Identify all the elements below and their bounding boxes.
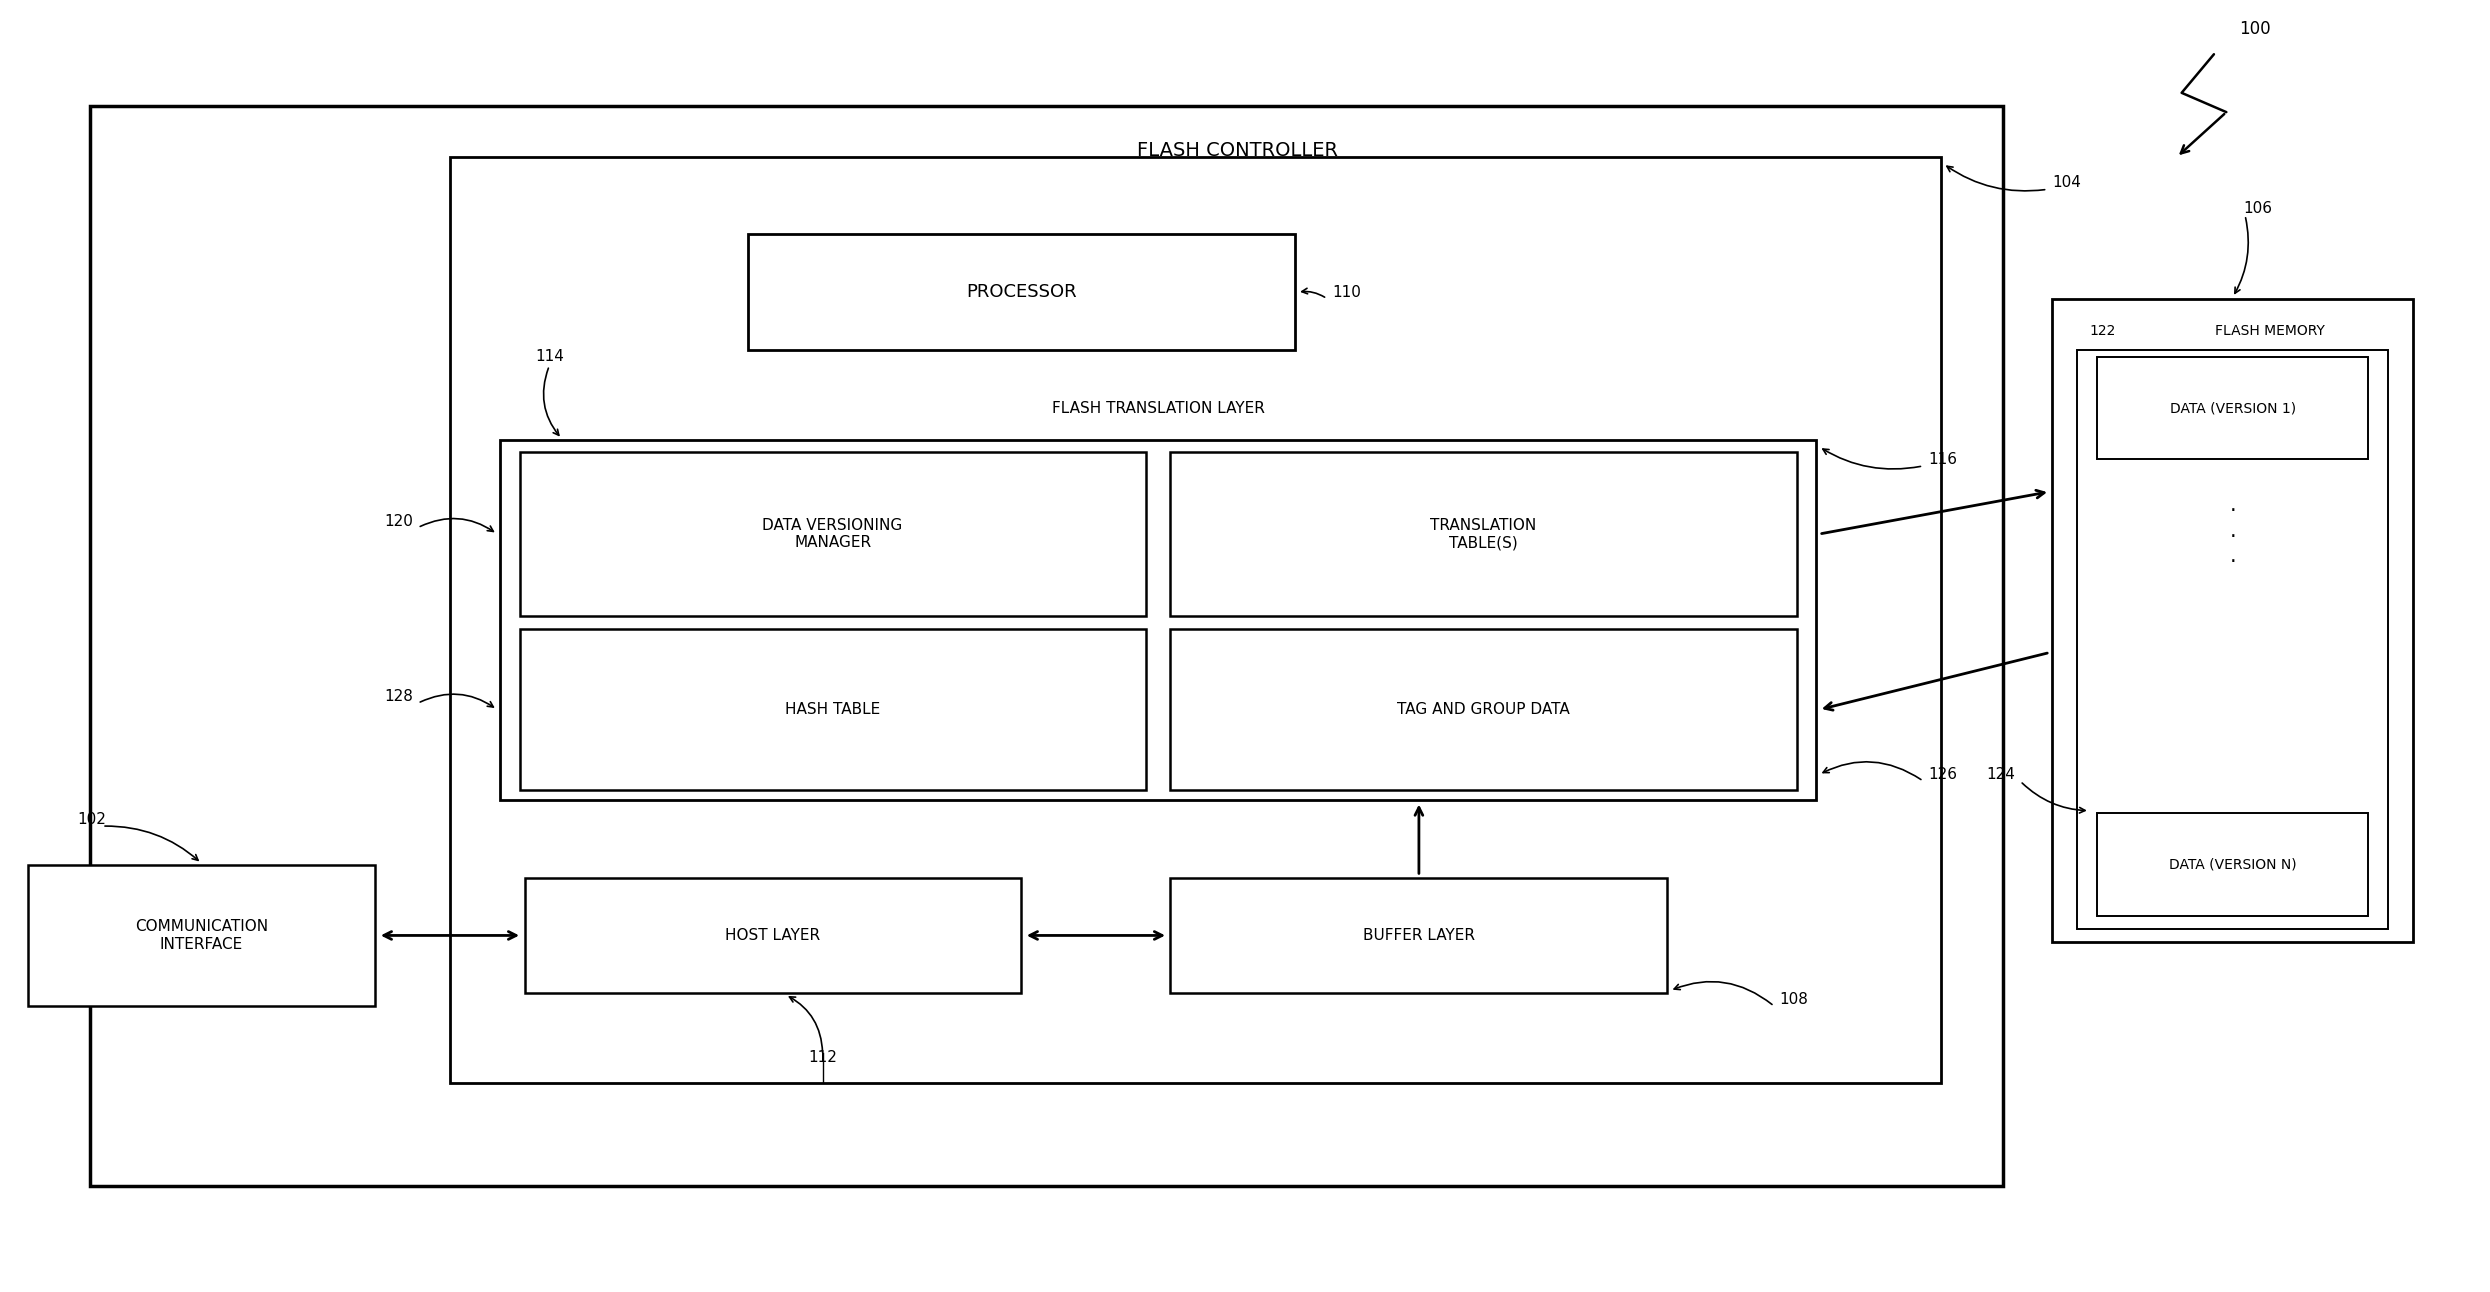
Bar — [90, 106, 2002, 1186]
Bar — [747, 234, 1295, 350]
Bar — [2077, 350, 2388, 929]
Text: 116: 116 — [1927, 452, 1957, 466]
Text: 102: 102 — [77, 813, 107, 827]
Bar — [451, 158, 1940, 1084]
Bar — [525, 877, 1021, 994]
Bar — [2097, 813, 2368, 916]
Text: 100: 100 — [2239, 19, 2271, 37]
Text: FLASH TRANSLATION LAYER: FLASH TRANSLATION LAYER — [1051, 401, 1265, 416]
Text: HOST LAYER: HOST LAYER — [725, 928, 822, 943]
Bar — [1170, 629, 1798, 791]
Text: ·: · — [2229, 527, 2236, 547]
Bar — [500, 441, 1815, 800]
Text: PROCESSOR: PROCESSOR — [966, 283, 1076, 301]
Bar — [2097, 357, 2368, 460]
Text: ·: · — [2229, 553, 2236, 572]
Bar — [1170, 452, 1798, 616]
Text: 104: 104 — [2052, 176, 2082, 190]
Bar — [1170, 877, 1668, 994]
Text: 128: 128 — [383, 690, 413, 704]
Text: BUFFER LAYER: BUFFER LAYER — [1362, 928, 1474, 943]
Text: FLASH MEMORY: FLASH MEMORY — [2216, 324, 2326, 337]
Text: HASH TABLE: HASH TABLE — [784, 702, 879, 717]
Text: ·: · — [2229, 501, 2236, 521]
Text: 108: 108 — [1780, 992, 1808, 1008]
Text: 122: 122 — [2089, 324, 2116, 337]
Bar — [520, 452, 1145, 616]
Text: 106: 106 — [2243, 202, 2271, 216]
Text: FLASH CONTROLLER: FLASH CONTROLLER — [1138, 141, 1337, 160]
Text: 124: 124 — [1987, 767, 2014, 782]
Text: 110: 110 — [1332, 284, 1362, 300]
Text: 126: 126 — [1927, 767, 1957, 782]
Text: TRANSLATION
TABLE(S): TRANSLATION TABLE(S) — [1429, 518, 1536, 550]
Text: DATA VERSIONING
MANAGER: DATA VERSIONING MANAGER — [762, 518, 904, 550]
Text: DATA (VERSION 1): DATA (VERSION 1) — [2169, 401, 2296, 415]
Text: DATA (VERSION N): DATA (VERSION N) — [2169, 858, 2296, 872]
Bar — [27, 864, 376, 1006]
Text: 112: 112 — [809, 1050, 837, 1065]
Bar — [520, 629, 1145, 791]
Text: TAG AND GROUP DATA: TAG AND GROUP DATA — [1397, 702, 1569, 717]
Text: 114: 114 — [535, 349, 563, 364]
Bar — [2052, 298, 2413, 942]
Text: COMMUNICATION
INTERFACE: COMMUNICATION INTERFACE — [134, 919, 269, 952]
Text: 120: 120 — [383, 514, 413, 528]
